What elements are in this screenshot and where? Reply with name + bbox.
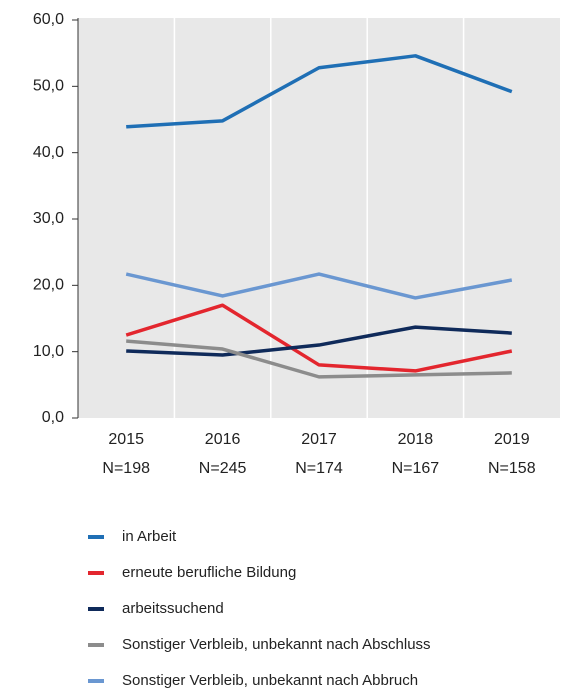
series-line — [126, 339, 512, 379]
x-tick-label: N=245 — [199, 460, 247, 477]
y-tick-label: 30,0 — [33, 210, 64, 227]
series-line — [126, 325, 512, 357]
legend-label: arbeitssuchend — [122, 600, 224, 617]
y-tick-label: 60,0 — [33, 11, 64, 28]
x-tick-label: 2016 — [205, 431, 241, 448]
x-tick-label: N=174 — [295, 460, 343, 477]
y-tick-label: 0,0 — [42, 409, 64, 426]
y-tick-label: 20,0 — [33, 277, 64, 294]
x-tick-label: 2018 — [398, 431, 434, 448]
x-tick-label: 2017 — [301, 431, 337, 448]
x-tick-label: 2019 — [494, 431, 530, 448]
x-tick-label: N=198 — [102, 460, 150, 477]
x-tick-label: 2015 — [108, 431, 144, 448]
series-line — [126, 54, 513, 129]
legend-label: in Arbeit — [122, 528, 177, 545]
y-tick-label: 10,0 — [33, 343, 64, 360]
legend-label: erneute berufliche Bildung — [122, 564, 296, 581]
x-tick-label: N=167 — [392, 460, 440, 477]
series-line — [125, 303, 513, 373]
x-tick-label: N=158 — [488, 460, 536, 477]
y-tick-label: 50,0 — [33, 78, 64, 95]
plot-area — [78, 18, 560, 418]
legend-label: Sonstiger Verbleib, unbekannt nach Abbru… — [122, 672, 418, 689]
series-line — [125, 272, 513, 300]
legend-label: Sonstiger Verbleib, unbekannt nach Absch… — [122, 636, 431, 653]
y-tick-label: 40,0 — [33, 144, 64, 161]
